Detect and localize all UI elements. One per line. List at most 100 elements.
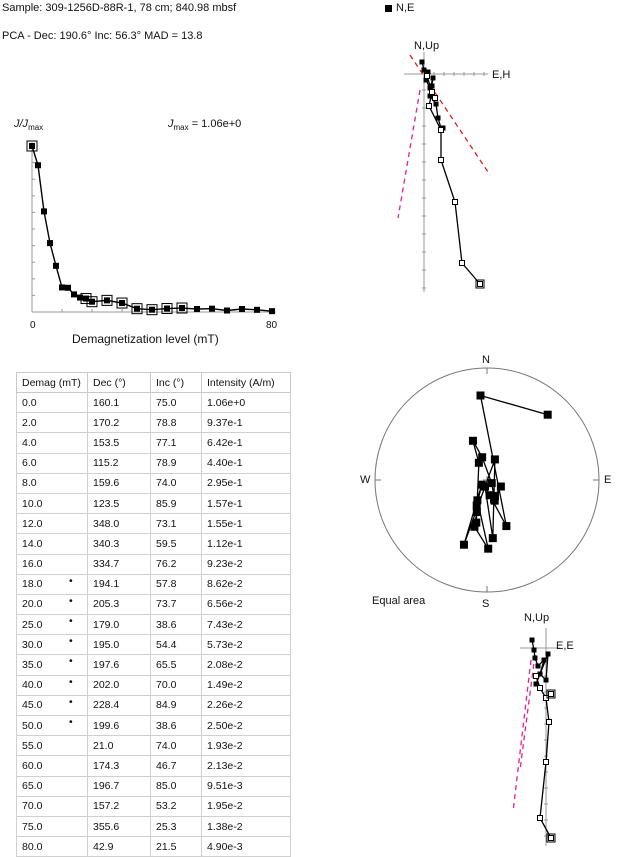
selected-dot: • bbox=[69, 635, 73, 648]
cell-intensity: 6.56e-2 bbox=[201, 593, 291, 616]
table-row: 8.0 159.6 74.0 2.95e-1 bbox=[16, 472, 291, 494]
intensity-point bbox=[119, 300, 125, 307]
header-intensity: Intensity (A/m) bbox=[201, 372, 291, 393]
zij-open-point bbox=[548, 691, 554, 697]
intensity-point bbox=[194, 306, 200, 313]
cell-demag: 20.0 • bbox=[16, 593, 88, 616]
cell-inc: 57.8 bbox=[150, 573, 202, 595]
table-row: 6.0 115.2 78.9 4.40e-1 bbox=[16, 452, 291, 474]
table-row: 14.0 340.3 59.5 1.12e-1 bbox=[16, 533, 291, 555]
cell-dec: 348.0 bbox=[87, 513, 151, 535]
selected-dot: • bbox=[69, 615, 73, 628]
zijderveld-top bbox=[397, 52, 491, 292]
intensity-point bbox=[71, 291, 77, 298]
intensity-decay-chart bbox=[26, 140, 276, 316]
cell-intensity: 1.06e+0 bbox=[201, 391, 291, 414]
table-row: 12.0 348.0 73.1 1.55e-1 bbox=[16, 513, 291, 535]
table-row: 2.0 170.2 78.8 9.37e-1 bbox=[16, 412, 291, 434]
cell-dec: 159.6 bbox=[87, 472, 151, 494]
stereonet-point bbox=[496, 482, 505, 491]
zij-bottom-box bbox=[546, 689, 556, 699]
intensity-point bbox=[149, 306, 155, 313]
cell-inc: 74.0 bbox=[150, 735, 202, 757]
intensity-point bbox=[164, 305, 170, 312]
cell-intensity: 2.13e-2 bbox=[201, 755, 291, 777]
selected-box bbox=[101, 294, 113, 306]
cell-demag: 70.0 bbox=[16, 795, 88, 817]
cell-inc: 65.5 bbox=[150, 654, 202, 676]
x-tick-80: 80 bbox=[266, 320, 278, 331]
selected-dot: • bbox=[69, 675, 73, 688]
cell-demag: 75.0 bbox=[16, 815, 88, 838]
sample-title: Sample: 309-1256D-88R-1, 78 cm; 840.98 m… bbox=[2, 2, 237, 14]
cell-inc: 25.3 bbox=[150, 815, 202, 838]
cell-dec: 197.6 bbox=[87, 654, 151, 676]
table-row: 60.0 174.3 46.7 2.13e-2 bbox=[16, 755, 291, 777]
zij-top-end-box bbox=[475, 279, 485, 289]
table-row: 55.0 21.0 74.0 1.93e-2 bbox=[16, 735, 291, 757]
cell-intensity: 7.43e-2 bbox=[201, 614, 291, 636]
stereonet-point bbox=[472, 501, 481, 510]
cell-dec: 340.3 bbox=[87, 533, 151, 555]
zij-filled-point bbox=[532, 655, 538, 661]
intensity-point bbox=[224, 307, 230, 314]
stereonet-caption: Equal area bbox=[372, 595, 426, 607]
cell-intensity: 1.12e-1 bbox=[201, 533, 291, 555]
table-row: 80.0 42.9 21.5 4.90e-3 bbox=[16, 836, 291, 857]
selected-box bbox=[26, 140, 38, 152]
intensity-point bbox=[47, 240, 53, 247]
selected-box bbox=[131, 303, 143, 315]
intensity-point bbox=[65, 284, 71, 291]
header-demag: Demag (mT) bbox=[16, 372, 88, 393]
zij-open-point bbox=[438, 127, 444, 133]
cell-dec: 115.2 bbox=[87, 452, 151, 474]
cell-demag: 25.0 • bbox=[16, 614, 88, 636]
cell-dec: 21.0 bbox=[87, 735, 151, 757]
intensity-point bbox=[134, 305, 140, 312]
table-row: 65.0 196.7 85.0 9.51e-3 bbox=[16, 775, 291, 797]
zij-open-point bbox=[424, 73, 430, 79]
selected-dot: • bbox=[69, 716, 73, 728]
zij-open-point bbox=[546, 719, 552, 725]
zij-open-point bbox=[429, 89, 435, 95]
table-row: 30.0 • 195.0 54.4 5.73e-2 bbox=[16, 634, 291, 656]
stereonet-point bbox=[487, 479, 496, 488]
selected-box bbox=[176, 302, 188, 314]
cell-intensity: 9.23e-2 bbox=[201, 553, 291, 575]
stereonet-point bbox=[478, 453, 487, 462]
table-row: 45.0 • 228.4 84.9 2.26e-2 bbox=[16, 694, 291, 717]
intensity-point bbox=[41, 208, 47, 215]
cell-inc: 85.0 bbox=[150, 775, 202, 797]
cell-intensity: 1.55e-1 bbox=[201, 513, 291, 535]
intensity-point bbox=[77, 294, 83, 301]
cell-intensity: 2.95e-1 bbox=[201, 472, 291, 494]
cell-dec: 196.7 bbox=[87, 775, 151, 797]
table-row: 18.0 • 194.1 57.8 8.62e-2 bbox=[16, 573, 291, 595]
cell-intensity: 9.51e-3 bbox=[201, 775, 291, 797]
zij-bottom-end-box bbox=[546, 833, 556, 843]
intensity-point bbox=[254, 306, 260, 313]
stereonet-point bbox=[481, 482, 490, 491]
stereonet-n-label: N bbox=[482, 354, 490, 366]
zij-open-point bbox=[426, 103, 432, 109]
cell-intensity: 1.57e-1 bbox=[201, 492, 291, 515]
cell-intensity: 2.26e-2 bbox=[201, 694, 291, 717]
cell-inc: 59.5 bbox=[150, 533, 202, 555]
pca-summary: PCA - Dec: 190.6° Inc: 56.3° MAD = 13.8 bbox=[2, 30, 203, 42]
cell-inc: 75.0 bbox=[150, 391, 202, 414]
cell-demag: 65.0 bbox=[16, 775, 88, 797]
zij-filled-point bbox=[427, 93, 433, 99]
zij-filled-point bbox=[545, 651, 551, 657]
cell-inc: 54.4 bbox=[150, 634, 202, 656]
table-row: 70.0 157.2 53.2 1.95e-2 bbox=[16, 795, 291, 817]
zij-filled-point bbox=[433, 101, 439, 107]
selected-dot: • bbox=[69, 594, 73, 607]
cell-inc: 74.0 bbox=[150, 472, 202, 494]
selected-box bbox=[116, 297, 128, 309]
x-tick-0: 0 bbox=[30, 320, 36, 331]
stereonet-point bbox=[490, 455, 499, 464]
cell-intensity: 8.62e-2 bbox=[201, 573, 291, 595]
stereonet-point bbox=[502, 522, 511, 531]
zij-bottom-fit-line-2 bbox=[519, 654, 536, 771]
stereonet-point bbox=[490, 496, 499, 505]
